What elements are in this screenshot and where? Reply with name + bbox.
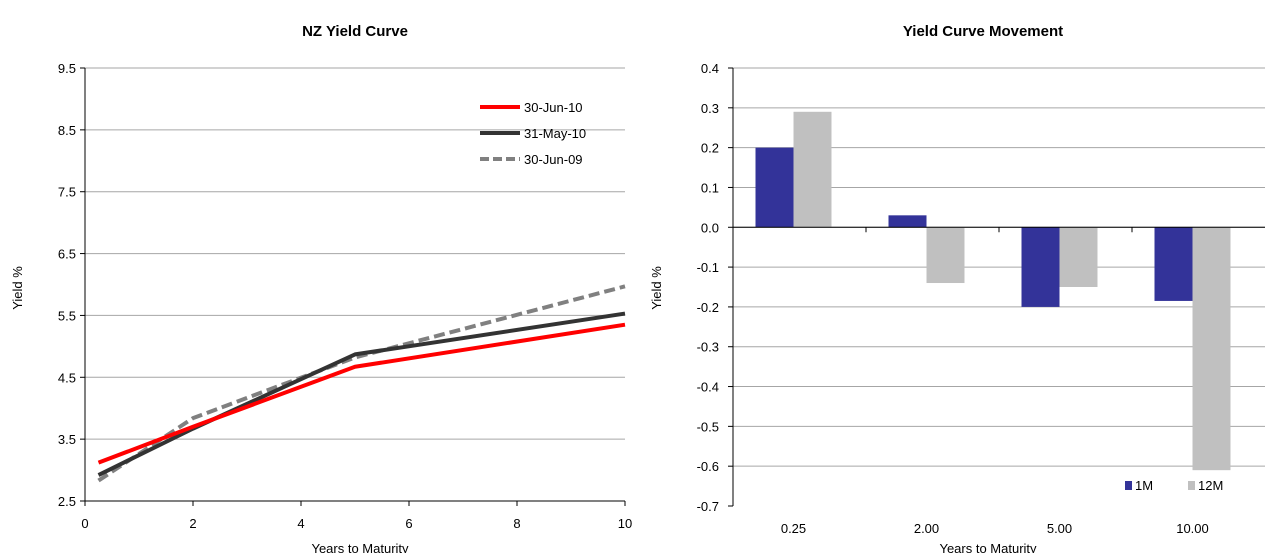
right-legend: 1M 12M [1125,478,1223,493]
series-line-31-May-10 [97,311,626,477]
right-y-tick-label: 0.2 [701,141,719,156]
series-line-30-Jun-10 [97,322,626,465]
nz-yield-curve-chart: NZ Yield Curve 2.53.54.55.56.57.58.59.5 … [10,23,632,553]
bar-1M-10.00 [1154,227,1193,301]
right-y-tick-label: -0.7 [697,499,719,514]
left-x-tick-label: 10 [618,516,632,531]
legend-label: 30-Jun-10 [524,100,583,115]
right-y-tick-label: 0.0 [701,220,719,235]
right-chart-title: Yield Curve Movement [903,23,1063,40]
legend-swatch-1M [1125,481,1132,490]
legend-label: 1M [1135,478,1153,493]
left-series-lines [97,284,626,483]
left-y-tick-label: 5.5 [58,308,76,323]
right-y-tick-label: -0.4 [697,380,719,395]
bar-12M-5.00 [1059,227,1098,287]
left-x-tick-labels: 0 2 4 6 8 10 [81,516,632,531]
left-gridlines [85,67,625,440]
right-axes [728,67,1265,507]
yield-curve-movement-chart: Yield Curve Movement 0.4 0.3 0.2 0.1 0.0 -0.1… [649,23,1265,553]
bar-12M-2.00 [926,227,965,284]
right-y-tick-label: -0.6 [697,459,719,474]
bar-12M-10.00 [1192,227,1231,471]
bar-1M-0.25 [755,147,794,228]
left-y-tick-labels: 2.5 3.5 4.5 5.5 6.5 7.5 8.5 9.5 [58,61,76,509]
left-legend: 30-Jun-10 31-May-10 30-Jun-09 [480,100,586,167]
right-bars [755,111,1231,471]
left-y-tick-label: 8.5 [58,123,76,138]
right-x-tick-labels: 0.25 2.00 5.00 10.00 [781,521,1209,536]
left-y-tick-label: 7.5 [58,185,76,200]
left-chart-title: NZ Yield Curve [302,23,408,40]
bar-1M-5.00 [1021,227,1060,307]
right-x-axis-label: Years to Maturity [939,541,1037,553]
left-axes [80,67,626,506]
right-y-tick-labels: 0.4 0.3 0.2 0.1 0.0 -0.1 -0.2 -0.3 -0.4 -0.5 -0.6 -… [697,61,719,514]
left-x-tick-label: 8 [513,516,520,531]
legend-label: 12M [1198,478,1223,493]
legend-label: 30-Jun-09 [524,152,583,167]
right-x-tick-label: 5.00 [1047,521,1072,536]
left-y-tick-label: 6.5 [58,247,76,262]
legend-label: 31-May-10 [524,126,586,141]
left-x-tick-label: 0 [81,516,88,531]
left-x-tick-label: 4 [297,516,304,531]
left-y-tick-label: 4.5 [58,370,76,385]
right-y-tick-label: -0.5 [697,419,719,434]
right-y-tick-label: -0.3 [697,340,719,355]
left-y-axis-label: Yield % [10,266,25,310]
left-y-tick-label: 9.5 [58,61,76,76]
bar-12M-0.25 [793,111,832,228]
right-y-tick-label: -0.1 [697,260,719,275]
left-x-axis-label: Years to Maturity [311,541,409,553]
right-y-tick-label: 0.4 [701,61,719,76]
left-x-tick-label: 2 [189,516,196,531]
right-x-tick-label: 2.00 [914,521,939,536]
right-y-axis-label: Yield % [649,266,664,310]
legend-swatch-12M [1188,481,1195,490]
right-y-tick-label: -0.2 [697,300,719,315]
series-line-30-Jun-09 [97,284,626,483]
right-y-tick-label: 0.3 [701,101,719,116]
left-y-tick-label: 2.5 [58,494,76,509]
bar-1M-2.00 [888,215,927,228]
right-x-tick-label: 10.00 [1176,521,1209,536]
left-x-tick-label: 6 [405,516,412,531]
left-y-tick-label: 3.5 [58,432,76,447]
right-y-tick-label: 0.1 [701,180,719,195]
right-x-tick-label: 0.25 [781,521,806,536]
